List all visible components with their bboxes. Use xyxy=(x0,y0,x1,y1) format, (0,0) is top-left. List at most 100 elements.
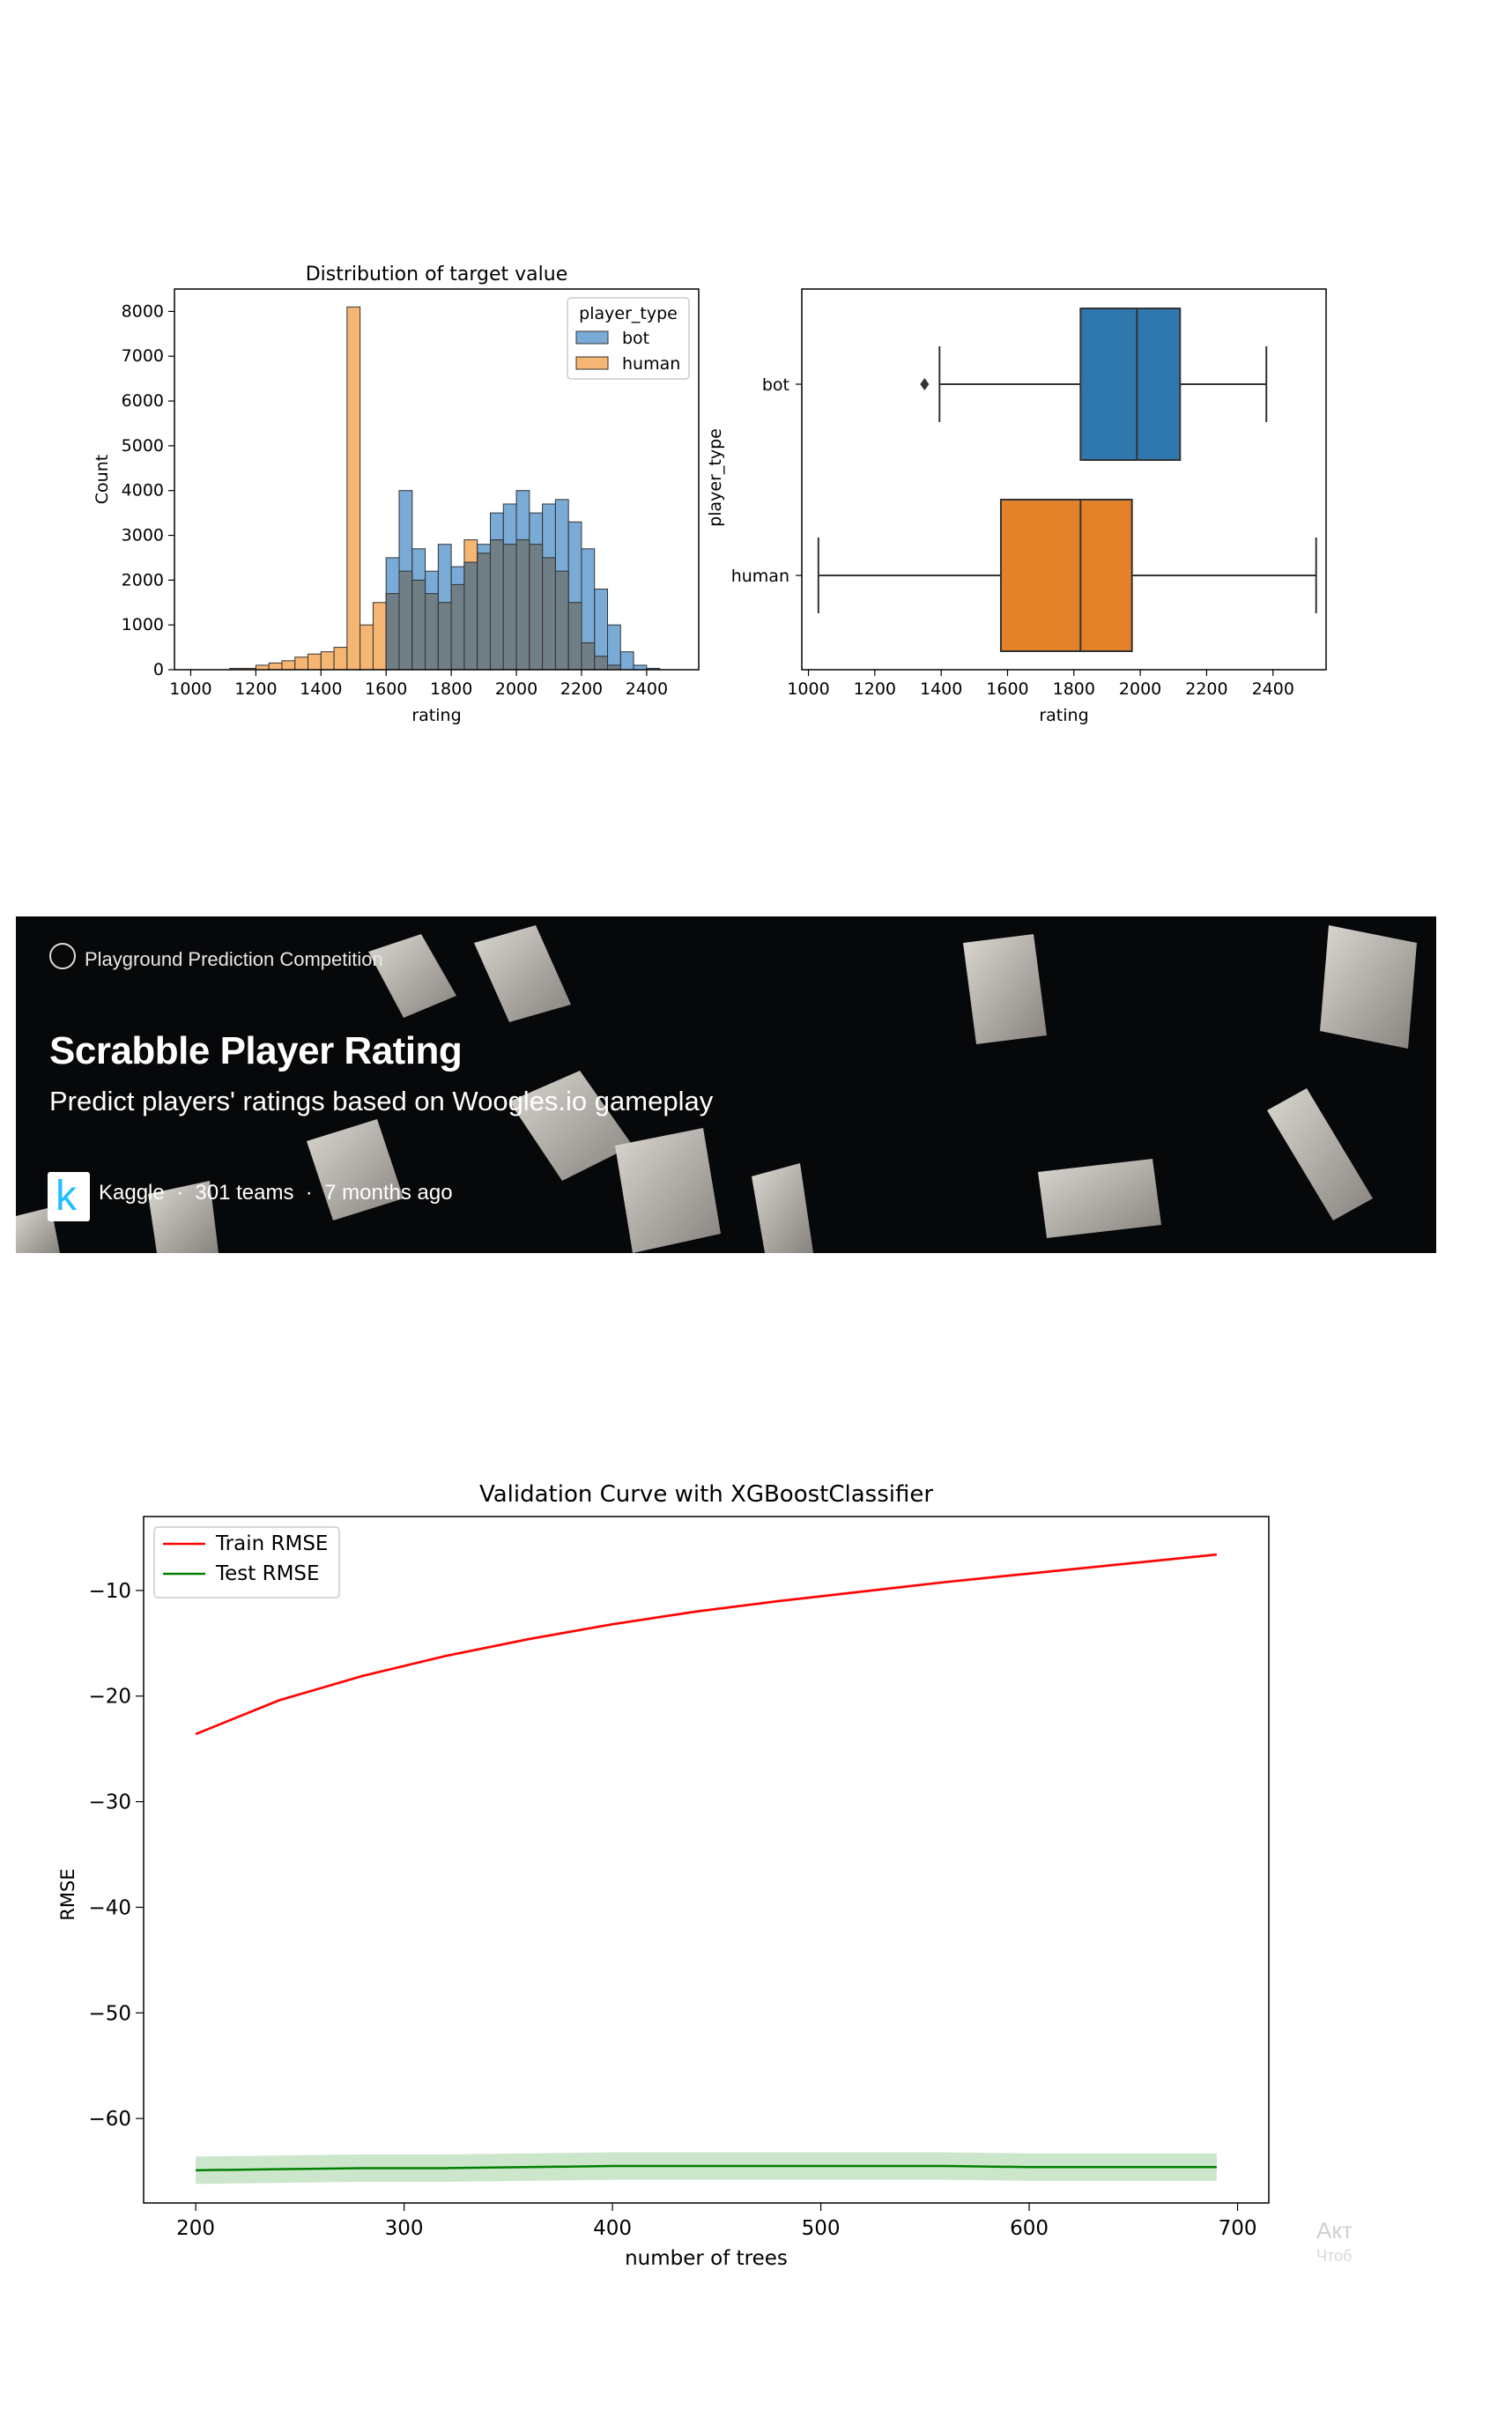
x-tick-label: 400 xyxy=(593,2217,632,2240)
competition-banner[interactable]: Playground Prediction Competition Scrabb… xyxy=(16,916,1436,1253)
bar-overlap xyxy=(385,593,400,671)
bar-overlap xyxy=(607,664,621,671)
competition-subtitle: Predict players' ratings based on Woogle… xyxy=(49,1086,714,1116)
x-axis-label: rating xyxy=(1039,706,1088,725)
y-axis-label: player_type xyxy=(706,428,725,527)
bar-human xyxy=(294,656,309,671)
bar-overlap xyxy=(542,557,556,671)
bar-human xyxy=(359,624,374,671)
bar-overlap xyxy=(581,642,596,671)
x-tick-label: 600 xyxy=(1010,2217,1049,2240)
legend-label-train-rmse: Train RMSE xyxy=(215,1532,328,1555)
y-tick-label: 8000 xyxy=(122,301,164,321)
bar-human xyxy=(255,664,270,671)
x-tick-label: 1400 xyxy=(300,679,342,699)
bar-overlap xyxy=(489,539,504,671)
y-axis-label: RMSE xyxy=(57,1868,78,1920)
box-bot xyxy=(1079,308,1182,461)
y-tick-label: 4000 xyxy=(122,481,164,501)
band-train-rmse xyxy=(196,1553,1217,1736)
chart-title: Validation Curve with XGBoostClassifier xyxy=(479,1481,933,1508)
scrabble-tiles-image xyxy=(16,925,1417,1253)
bar-human xyxy=(320,651,335,671)
bar-overlap xyxy=(477,553,491,671)
y-tick-label: 2000 xyxy=(122,570,164,590)
x-tick-label: 1000 xyxy=(169,679,211,699)
y-tick-label: −30 xyxy=(88,1791,131,1814)
x-tick-label: 1800 xyxy=(430,679,472,699)
y-tick-label: −40 xyxy=(88,1896,131,1919)
y-tick-label: 6000 xyxy=(122,391,164,411)
x-tick-label: 1400 xyxy=(920,679,962,699)
legend-label-human: human xyxy=(622,354,680,374)
legend-swatch-bot xyxy=(575,330,609,345)
y-axis-label: Count xyxy=(93,455,112,504)
bar-overlap xyxy=(425,593,439,671)
activation-watermark-sub: Чтоб xyxy=(1316,2247,1353,2265)
bar-overlap xyxy=(437,602,452,671)
legend-title: player_type xyxy=(579,304,678,323)
y-tick-label: 7000 xyxy=(122,346,164,366)
histogram-chart: 1000 1200 1400 1600 1800 2000 2200 2400 0 1000 200… xyxy=(93,263,700,725)
y-tick-label: −50 xyxy=(88,2002,131,2025)
activation-watermark: Акт xyxy=(1316,2217,1353,2244)
box-human xyxy=(999,499,1133,652)
x-tick-label: 1800 xyxy=(1053,679,1095,699)
bar-overlap xyxy=(529,544,544,671)
bar-bot xyxy=(619,651,634,671)
bar-overlap xyxy=(463,561,478,671)
bar-overlap xyxy=(554,570,569,671)
x-tick-label: 1200 xyxy=(854,679,896,699)
top-charts: 1000 1200 1400 1600 1800 2000 2200 2400 0 1000 200… xyxy=(93,263,1327,725)
bar-bot xyxy=(633,664,648,671)
legend-label-bot: bot xyxy=(622,329,649,348)
x-tick-label: 2400 xyxy=(626,679,668,699)
x-tick-label: 2000 xyxy=(1119,679,1161,699)
line-test-rmse xyxy=(196,2164,1217,2172)
validation-curve-chart: 200 300 400 500 600 700 −10 −20 −30 −40 −50 −60 Vali… xyxy=(57,1481,1270,2270)
chart-title: Distribution of target value xyxy=(306,263,568,286)
bar-overlap xyxy=(450,583,465,671)
y-tick-label: −10 xyxy=(88,1580,131,1603)
x-tick-label: 2200 xyxy=(1185,679,1227,699)
y-tick-label: −20 xyxy=(88,1686,131,1709)
bar-human xyxy=(281,660,296,671)
bar-overlap xyxy=(567,602,582,671)
bar-overlap xyxy=(502,544,517,671)
x-tick-label: 1600 xyxy=(365,679,407,699)
bar-overlap xyxy=(398,570,413,671)
legend-swatch-human xyxy=(575,356,609,370)
bar-human xyxy=(346,306,361,671)
legend-label-test-rmse: Test RMSE xyxy=(215,1562,320,1585)
bar-human xyxy=(308,653,322,671)
bar-human xyxy=(333,647,348,671)
x-tick-label: 200 xyxy=(176,2217,215,2240)
y-tick-label: 1000 xyxy=(122,615,164,634)
x-tick-label: 700 xyxy=(1219,2217,1257,2240)
x-tick-label: 500 xyxy=(802,2217,841,2240)
boxplot-chart: bot human 1000 1200 1400 1600 1800 2000 2200 2400… xyxy=(706,288,1327,725)
x-tick-label: 2400 xyxy=(1252,679,1294,699)
y-tick-label: bot xyxy=(762,375,789,395)
competition-meta: Kaggle · 301 teams · 7 months ago xyxy=(99,1181,453,1205)
competition-title[interactable]: Scrabble Player Rating xyxy=(49,1029,463,1072)
kaggle-logo-icon: k xyxy=(48,1172,90,1221)
x-tick-label: 2200 xyxy=(560,679,603,699)
bar-human xyxy=(268,662,283,671)
x-tick-label: 1200 xyxy=(234,679,277,699)
x-tick-label: 1000 xyxy=(787,679,829,699)
x-axis-label: rating xyxy=(411,706,461,725)
bar-overlap xyxy=(411,579,426,671)
bar-overlap xyxy=(515,539,530,671)
x-tick-label: 2000 xyxy=(495,679,537,699)
x-tick-label: 300 xyxy=(385,2217,424,2240)
y-tick-label: 0 xyxy=(153,660,164,679)
x-tick-label: 1600 xyxy=(986,679,1028,699)
y-tick-label: 5000 xyxy=(122,436,164,456)
band-test-rmse xyxy=(196,2152,1217,2184)
kaggle-logo-letter: k xyxy=(56,1173,77,1220)
bar-overlap xyxy=(594,656,609,671)
y-tick-label: 3000 xyxy=(122,526,164,545)
outlier-bot xyxy=(920,378,930,390)
y-tick-label: human xyxy=(731,567,789,586)
